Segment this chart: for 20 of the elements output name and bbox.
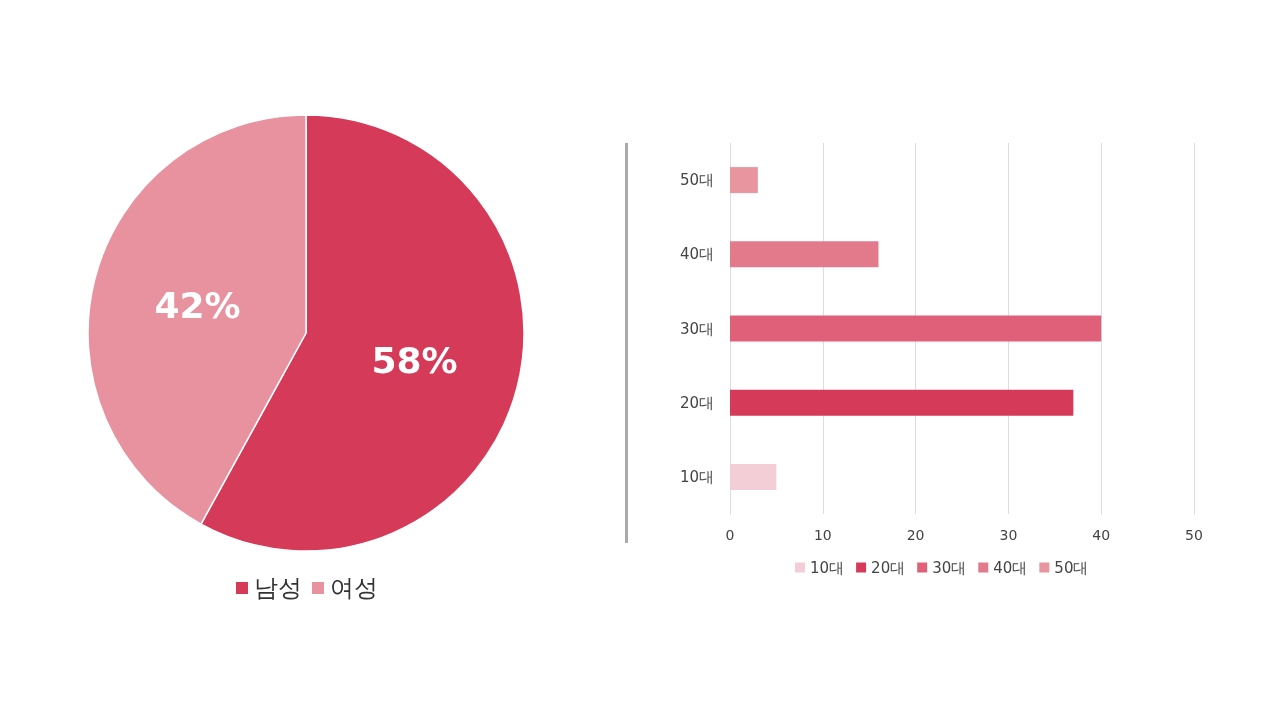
y-tick-label: 50대 bbox=[679, 171, 714, 190]
y-tick-label: 10대 bbox=[679, 467, 714, 486]
data-label: 42% bbox=[154, 284, 241, 326]
data-label: 58% bbox=[371, 340, 458, 382]
x-tick-label: 30 bbox=[999, 527, 1018, 543]
y-tick-label: 40대 bbox=[679, 245, 714, 264]
legend-label: 여성 bbox=[330, 574, 378, 602]
y-tick-label: 20대 bbox=[679, 393, 714, 412]
x-tick-label: 50 bbox=[1185, 527, 1203, 543]
legend-label: 40대 bbox=[993, 558, 1028, 577]
y-tick-label: 30대 bbox=[679, 319, 714, 338]
legend-label: 20대 bbox=[871, 558, 906, 577]
legend-label: 30대 bbox=[932, 558, 967, 577]
x-tick-label: 0 bbox=[725, 527, 735, 543]
legend-label: 50대 bbox=[1054, 558, 1089, 577]
legend-label: 남성 bbox=[254, 574, 302, 602]
legend-label: 10대 bbox=[810, 558, 845, 577]
x-tick-label: 40 bbox=[1092, 527, 1111, 543]
x-tick-label: 20 bbox=[906, 527, 925, 543]
x-tick-label: 10 bbox=[813, 527, 832, 543]
